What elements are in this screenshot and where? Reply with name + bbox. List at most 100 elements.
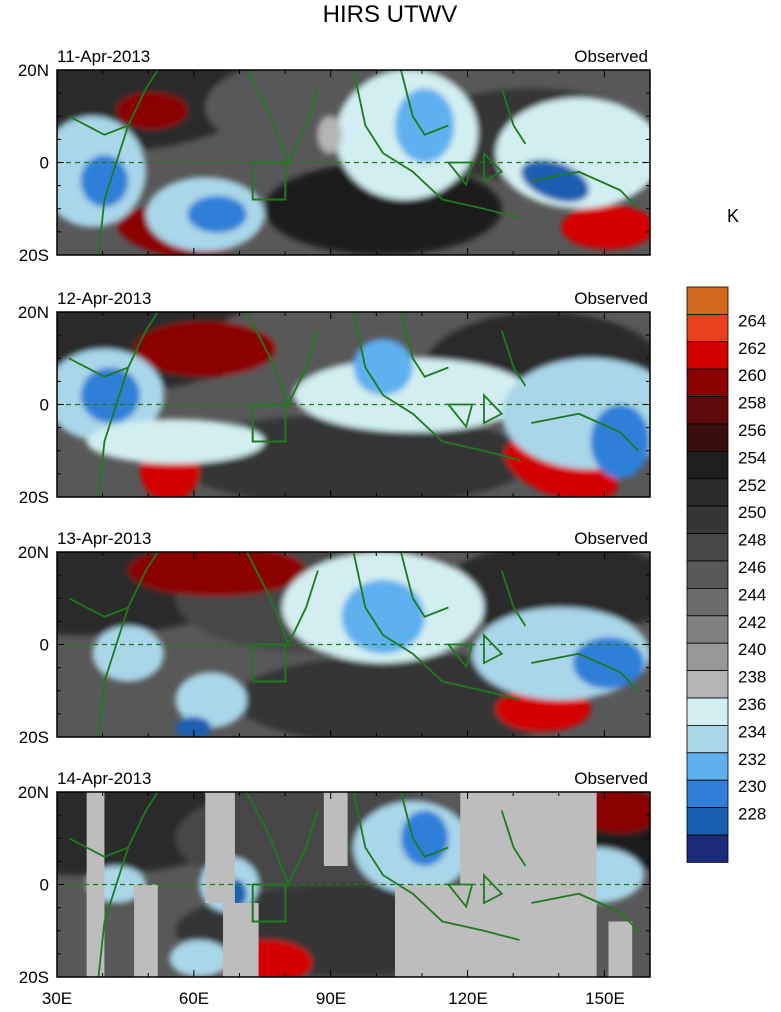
contour-region xyxy=(169,940,229,977)
missing-data-region xyxy=(608,921,633,977)
panel-date: 13-Apr-2013 xyxy=(57,529,152,548)
colorbar-segment xyxy=(686,725,729,754)
panel-date: 11-Apr-2013 xyxy=(57,47,150,66)
lat-label: 20N xyxy=(18,783,49,802)
contour-region xyxy=(561,205,650,250)
lat-label: 0 xyxy=(40,154,49,173)
colorbar-label: 232 xyxy=(738,750,766,769)
colorbar: 264 262 260 258 256 254 252 250 248 246 244 242 240 2… xyxy=(686,286,766,863)
colorbar-label: 228 xyxy=(738,805,766,824)
colorbar-segment xyxy=(686,642,729,672)
contour-region xyxy=(175,413,532,497)
colorbar-label: 234 xyxy=(738,722,766,741)
contour-region xyxy=(572,637,645,689)
colorbar-label: 236 xyxy=(738,695,766,714)
colorbar-segment xyxy=(686,834,729,863)
target-region-box xyxy=(251,403,287,443)
contour-region xyxy=(395,88,455,163)
colorbar-segment xyxy=(686,615,729,644)
longitude-axis: 30E 60E 90E 120E 150E xyxy=(42,989,625,1008)
lat-label: 20S xyxy=(19,246,49,265)
colorbar-segment xyxy=(686,779,729,809)
colorbar-label: 240 xyxy=(738,640,766,659)
colorbar-segment xyxy=(686,396,729,425)
lat-label: 0 xyxy=(40,396,49,415)
contour-region xyxy=(116,92,188,130)
lat-label: 0 xyxy=(40,876,49,895)
colorbar-segment xyxy=(686,478,729,507)
map-panel: 11-Apr-2013 Observed 20N 0 20S xyxy=(18,47,651,265)
coastlines xyxy=(68,312,639,497)
colorbar-label: 260 xyxy=(738,366,766,385)
contour-field xyxy=(57,312,650,497)
panel-tag: Observed xyxy=(574,289,648,308)
colorbar-unit-label: K xyxy=(727,206,739,226)
lon-label: 60E xyxy=(179,989,209,1008)
contour-region xyxy=(590,404,650,479)
tick-marks xyxy=(56,551,651,738)
coastlines xyxy=(68,552,639,737)
panel-tag: Observed xyxy=(574,769,648,788)
colorbar-label: 254 xyxy=(738,448,766,467)
missing-data-region xyxy=(323,792,348,866)
colorbar-label: 258 xyxy=(738,394,766,413)
target-region-box xyxy=(251,161,287,201)
map-panels: 11-Apr-2013 Observed 20N 0 20S 12-Apr-2013 Obs… xyxy=(18,47,651,987)
colorbar-label: 248 xyxy=(738,531,766,550)
coastlines xyxy=(68,70,639,255)
lat-label: 20S xyxy=(19,488,49,507)
colorbar-segment xyxy=(686,807,729,836)
contour-region xyxy=(80,367,141,423)
contour-region xyxy=(175,716,212,737)
panel-tag: Observed xyxy=(574,47,648,66)
contour-region xyxy=(134,321,277,377)
missing-data-region xyxy=(395,884,473,977)
colorbar-segment xyxy=(686,588,729,617)
contour-region xyxy=(341,579,425,654)
colorbar-segment xyxy=(686,450,729,480)
colorbar-segment xyxy=(686,368,729,398)
colorbar-label: 250 xyxy=(738,503,766,522)
lon-label: 120E xyxy=(448,989,488,1008)
lat-label: 20N xyxy=(18,303,49,322)
colorbar-label: 230 xyxy=(738,777,766,796)
lat-label: 0 xyxy=(40,636,49,655)
panel-tag: Observed xyxy=(574,529,648,548)
lon-label: 150E xyxy=(585,989,625,1008)
colorbar-segment xyxy=(686,560,729,589)
colorbar-label: 238 xyxy=(738,668,766,687)
contour-region xyxy=(128,552,307,597)
contour-region xyxy=(86,419,265,464)
contour-region xyxy=(317,116,342,154)
target-region-box xyxy=(251,883,287,923)
colorbar-label: 246 xyxy=(738,558,766,577)
contour-region xyxy=(353,339,413,396)
contour-region xyxy=(175,672,247,728)
colorbar-segment xyxy=(686,752,729,781)
colorbar-segment xyxy=(686,341,729,370)
lon-label: 90E xyxy=(316,989,346,1008)
contour-field xyxy=(57,792,650,977)
contour-region xyxy=(521,159,590,203)
contour-region xyxy=(294,358,532,433)
lat-label: 20S xyxy=(19,968,49,987)
colorbar-label: 262 xyxy=(738,339,766,358)
missing-data-region xyxy=(205,792,235,903)
tick-marks xyxy=(56,69,651,256)
colorbar-label: 256 xyxy=(738,421,766,440)
colorbar-label: 244 xyxy=(738,585,766,604)
colorbar-segment xyxy=(686,313,729,343)
colorbar-segment xyxy=(686,533,729,562)
lat-label: 20N xyxy=(18,61,49,80)
contour-region xyxy=(501,358,650,470)
figure-title: HIRS UTWV xyxy=(323,1,458,28)
map-panel: 13-Apr-2013 Observed 20N 0 20S xyxy=(18,529,651,747)
colorbar-label: 252 xyxy=(738,476,766,495)
map-panel: 12-Apr-2013 Observed 20N 0 20S xyxy=(18,289,651,507)
contour-region xyxy=(92,626,164,682)
missing-data-region xyxy=(134,884,158,977)
colorbar-label: 242 xyxy=(738,613,766,632)
colorbar-label: 264 xyxy=(738,311,766,330)
colorbar-segment xyxy=(686,697,729,726)
